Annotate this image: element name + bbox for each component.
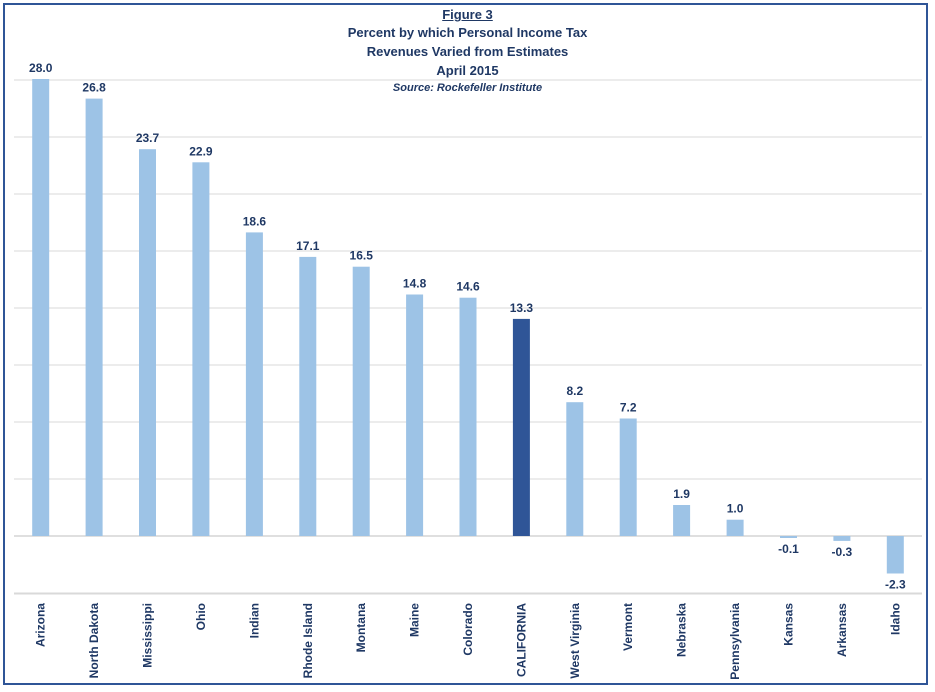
chart-source: Source: Rockefeller Institute [392,82,543,94]
category-label: North Dakota [87,603,101,679]
value-label: 17.1 [296,239,320,253]
category-label: Mississippi [141,603,155,668]
value-label: 14.6 [456,280,480,294]
value-label: 22.9 [189,144,213,158]
value-label: 7.2 [620,401,637,415]
chart-title-line-1: Percent by which Personal Income Tax [347,25,588,40]
bar-california [512,318,530,536]
category-label: West Virginia [568,603,582,679]
category-label: Kansas [782,603,796,646]
bar-ohio [192,162,210,537]
value-label: -2.3 [885,578,906,592]
chart-frame [3,3,928,685]
value-label: 28.0 [29,61,53,75]
value-label: 13.3 [510,301,534,315]
value-label: 26.8 [82,81,106,95]
bar-indian [245,232,263,536]
bar-rhode-island [299,256,317,536]
bar-arkansas [833,536,851,541]
bar-idaho [886,536,904,574]
bar-mississippi [139,149,156,536]
category-label: Colorado [461,603,475,656]
value-label: 1.9 [673,487,690,501]
category-label: Pennsylvania [728,603,742,680]
value-label: -0.1 [778,542,799,556]
bar-kansas [780,536,797,538]
category-label: CALIFORNIA [514,603,528,677]
category-label: Idaho [888,603,902,635]
bar-maine [406,294,424,536]
bar-north-dakota [85,98,103,536]
bar-colorado [459,297,477,536]
category-label: Indian [247,603,261,638]
value-label: 8.2 [566,384,583,398]
category-label: Arizona [34,603,48,647]
value-label: 14.8 [403,277,427,291]
chart-title-line-2: Revenues Varied from Estimates [366,44,569,59]
value-label: 23.7 [136,131,160,145]
category-label: Arkansas [835,603,849,657]
bar-vermont [619,418,637,536]
bar-pennsylvania [726,519,744,536]
value-label: -0.3 [832,545,853,559]
value-label: 18.6 [243,214,267,228]
category-label: Nebraska [675,603,689,657]
value-label: 16.5 [350,249,374,263]
chart-title-line-3: April 2015 [436,63,499,78]
category-label: Vermont [621,603,635,651]
category-label: Maine [408,603,422,637]
bar-west-virginia [566,402,584,536]
bar-arizona [32,79,50,536]
value-label: 1.0 [727,502,744,516]
bar-montana [352,266,370,536]
bar-nebraska [673,505,691,536]
category-label: Montana [354,603,368,653]
figure-label: Figure 3 [442,7,493,22]
category-label: Ohio [194,603,208,630]
category-label: Rhode Island [301,603,315,678]
